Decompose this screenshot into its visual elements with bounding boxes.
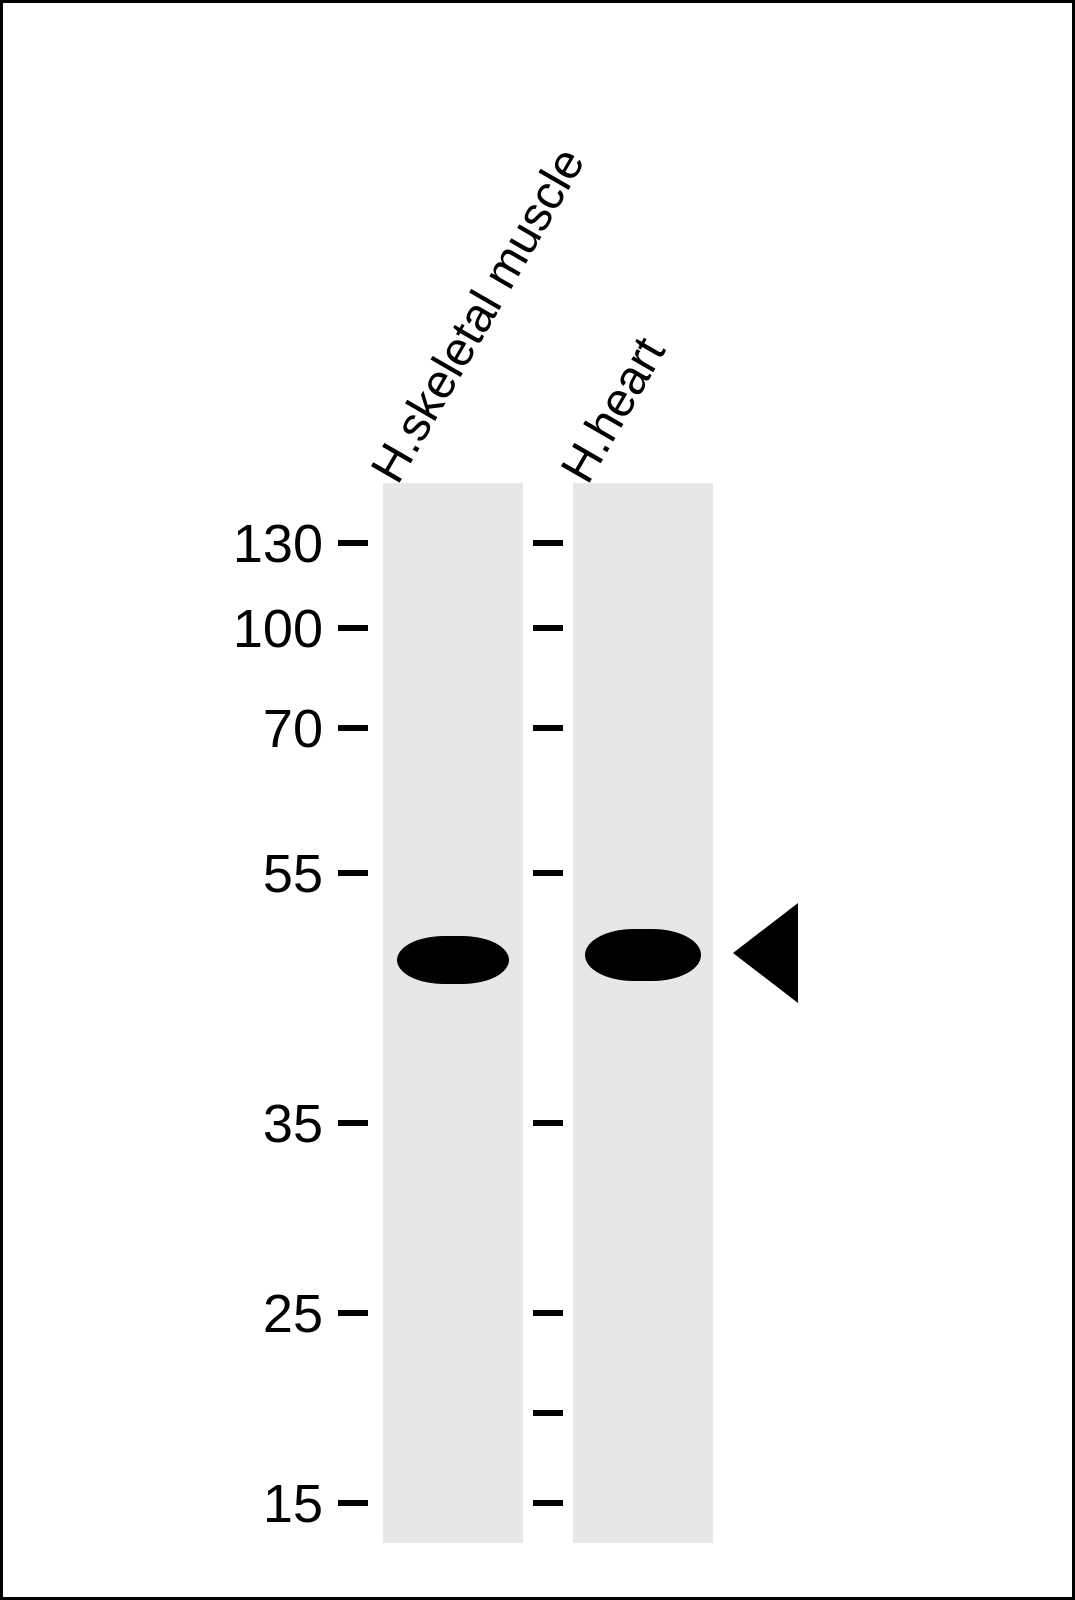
mw-tick-mid-70	[533, 725, 563, 731]
lane-1	[573, 483, 713, 1543]
mw-tick-outer-55	[338, 870, 368, 876]
mw-label-130: 130	[183, 513, 323, 575]
band-lane1	[587, 931, 699, 979]
mw-label-70: 70	[183, 698, 323, 760]
lane-label-1: H.heart	[550, 328, 676, 492]
blot-area: H.skeletal muscleH.heart 130 100 70 55 35 25 15	[3, 3, 1072, 1597]
mw-tick-mid-130	[533, 540, 563, 546]
mw-tick-mid-25	[533, 1310, 563, 1316]
mw-tick-outer-100	[338, 625, 368, 631]
mw-label-25: 25	[183, 1283, 323, 1345]
mw-label-15: 15	[183, 1473, 323, 1535]
mw-tick-outer-15	[338, 1500, 368, 1506]
mw-tick-outer-70	[338, 725, 368, 731]
band-indicator-arrow-icon	[733, 903, 798, 1003]
mw-tick-outer-25	[338, 1310, 368, 1316]
mw-label-35: 35	[183, 1093, 323, 1155]
mw-tick-mid-15	[533, 1500, 563, 1506]
mw-tick-mid-extra-0	[533, 1410, 563, 1416]
blot-frame: H.skeletal muscleH.heart 130 100 70 55 35 25 15	[0, 0, 1075, 1600]
mw-tick-mid-100	[533, 625, 563, 631]
mw-label-55: 55	[183, 843, 323, 905]
mw-tick-mid-55	[533, 870, 563, 876]
mw-tick-outer-130	[338, 540, 368, 546]
mw-tick-mid-35	[533, 1120, 563, 1126]
lane-0	[383, 483, 523, 1543]
lane-label-0: H.skeletal muscle	[360, 139, 596, 492]
band-lane0	[399, 938, 507, 982]
mw-tick-outer-35	[338, 1120, 368, 1126]
mw-label-100: 100	[183, 598, 323, 660]
